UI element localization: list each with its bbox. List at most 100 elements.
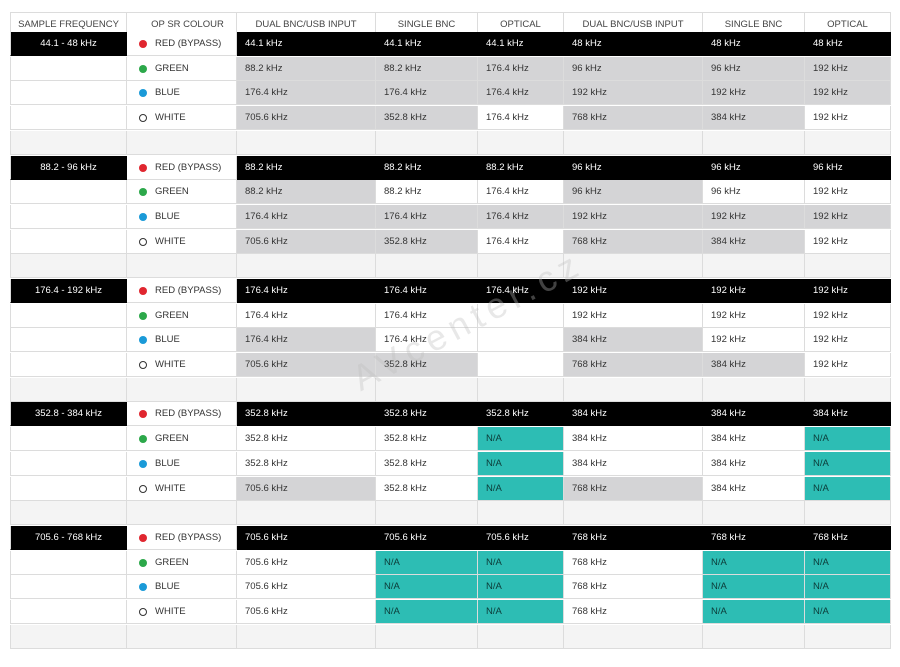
empty-cell <box>10 452 127 476</box>
op-sr-colour: WHITE <box>127 230 237 254</box>
green-dot-icon <box>139 187 147 196</box>
rate-cell: N/A <box>703 575 805 599</box>
empty-cell <box>564 131 703 155</box>
blue-dot-icon <box>139 88 147 97</box>
colour-label: GREEN <box>155 557 189 568</box>
rate-cell: 352.8 kHz <box>376 427 478 451</box>
rate-cell: 352.8 kHz <box>237 452 376 476</box>
rate-cell: 192 kHz <box>805 353 891 377</box>
empty-cell <box>805 501 891 525</box>
empty-cell <box>127 501 237 525</box>
rate-cell: 192 kHz <box>703 304 805 328</box>
rate-cell: 192 kHz <box>703 81 805 105</box>
rate-cell: 768 kHz <box>564 353 703 377</box>
rate-cell: N/A <box>805 600 891 624</box>
rate-cell: 192 kHz <box>805 81 891 105</box>
colour-label: GREEN <box>155 433 189 444</box>
empty-cell <box>10 328 127 352</box>
rate-cell: 88.2 kHz <box>237 156 376 180</box>
empty-cell <box>10 254 127 278</box>
rate-cell: 384 kHz <box>805 402 891 426</box>
rate-cell: 384 kHz <box>564 427 703 451</box>
empty-cell <box>10 180 127 204</box>
empty-cell <box>376 501 478 525</box>
rate-cell: 192 kHz <box>805 180 891 204</box>
white-dot-icon <box>139 607 147 616</box>
rate-cell: N/A <box>805 452 891 476</box>
rate-cell: 176.4 kHz <box>376 81 478 105</box>
empty-cell <box>703 131 805 155</box>
colour-label: RED (BYPASS) <box>155 162 222 173</box>
rate-cell: 768 kHz <box>564 551 703 575</box>
rate-cell: 176.4 kHz <box>376 205 478 229</box>
empty-cell <box>10 551 127 575</box>
empty-cell <box>564 501 703 525</box>
empty-cell <box>10 205 127 229</box>
rate-cell: N/A <box>478 600 564 624</box>
op-sr-colour: BLUE <box>127 328 237 352</box>
rate-cell: N/A <box>478 551 564 575</box>
blue-dot-icon <box>139 459 147 468</box>
rate-cell: N/A <box>376 575 478 599</box>
empty-cell <box>478 501 564 525</box>
op-sr-colour: BLUE <box>127 452 237 476</box>
empty-cell <box>10 625 127 649</box>
empty-cell <box>564 378 703 402</box>
rate-cell: 176.4 kHz <box>478 57 564 81</box>
op-sr-colour: RED (BYPASS) <box>127 526 237 550</box>
rate-cell: 192 kHz <box>805 106 891 130</box>
rate-cell: 352.8 kHz <box>478 402 564 426</box>
op-sr-colour: WHITE <box>127 353 237 377</box>
colour-label: RED (BYPASS) <box>155 408 222 419</box>
rate-cell: 768 kHz <box>703 526 805 550</box>
red-dot-icon <box>139 533 147 542</box>
empty-cell <box>703 501 805 525</box>
empty-cell <box>10 427 127 451</box>
red-dot-icon <box>139 286 147 295</box>
colour-label: BLUE <box>155 458 180 469</box>
rate-cell: N/A <box>376 551 478 575</box>
empty-cell <box>10 501 127 525</box>
empty-cell <box>703 254 805 278</box>
green-dot-icon <box>139 434 147 443</box>
colour-label: BLUE <box>155 211 180 222</box>
op-sr-colour: RED (BYPASS) <box>127 402 237 426</box>
rate-cell: 176.4 kHz <box>478 81 564 105</box>
rate-cell: 384 kHz <box>703 402 805 426</box>
rate-cell: 705.6 kHz <box>376 526 478 550</box>
empty-cell <box>127 131 237 155</box>
op-sr-colour: GREEN <box>127 180 237 204</box>
rate-cell: 192 kHz <box>564 304 703 328</box>
empty-cell <box>10 131 127 155</box>
empty-cell <box>10 477 127 501</box>
rate-cell: 44.1 kHz <box>237 32 376 56</box>
green-dot-icon <box>139 311 147 320</box>
empty-cell <box>10 106 127 130</box>
rate-cell <box>478 304 564 328</box>
empty-cell <box>10 304 127 328</box>
rate-cell: N/A <box>805 427 891 451</box>
empty-cell <box>805 254 891 278</box>
rate-cell: N/A <box>478 427 564 451</box>
colour-label: WHITE <box>155 483 186 494</box>
rate-cell: N/A <box>805 477 891 501</box>
rate-cell: 384 kHz <box>703 477 805 501</box>
colour-label: BLUE <box>155 581 180 592</box>
rate-cell: 192 kHz <box>703 279 805 303</box>
op-sr-colour: WHITE <box>127 477 237 501</box>
sample-frequency: 352.8 - 384 kHz <box>10 402 127 426</box>
op-sr-colour: GREEN <box>127 57 237 81</box>
colour-label: GREEN <box>155 63 189 74</box>
empty-cell <box>564 625 703 649</box>
rate-cell: 705.6 kHz <box>237 230 376 254</box>
white-dot-icon <box>139 360 147 369</box>
rate-cell: 88.2 kHz <box>376 57 478 81</box>
rate-cell: 192 kHz <box>805 328 891 352</box>
rate-cell: 176.4 kHz <box>478 205 564 229</box>
empty-cell <box>127 378 237 402</box>
rate-cell: 48 kHz <box>805 32 891 56</box>
rate-cell: 192 kHz <box>805 205 891 229</box>
rate-cell: 384 kHz <box>564 402 703 426</box>
op-sr-colour: BLUE <box>127 81 237 105</box>
white-dot-icon <box>139 237 147 246</box>
